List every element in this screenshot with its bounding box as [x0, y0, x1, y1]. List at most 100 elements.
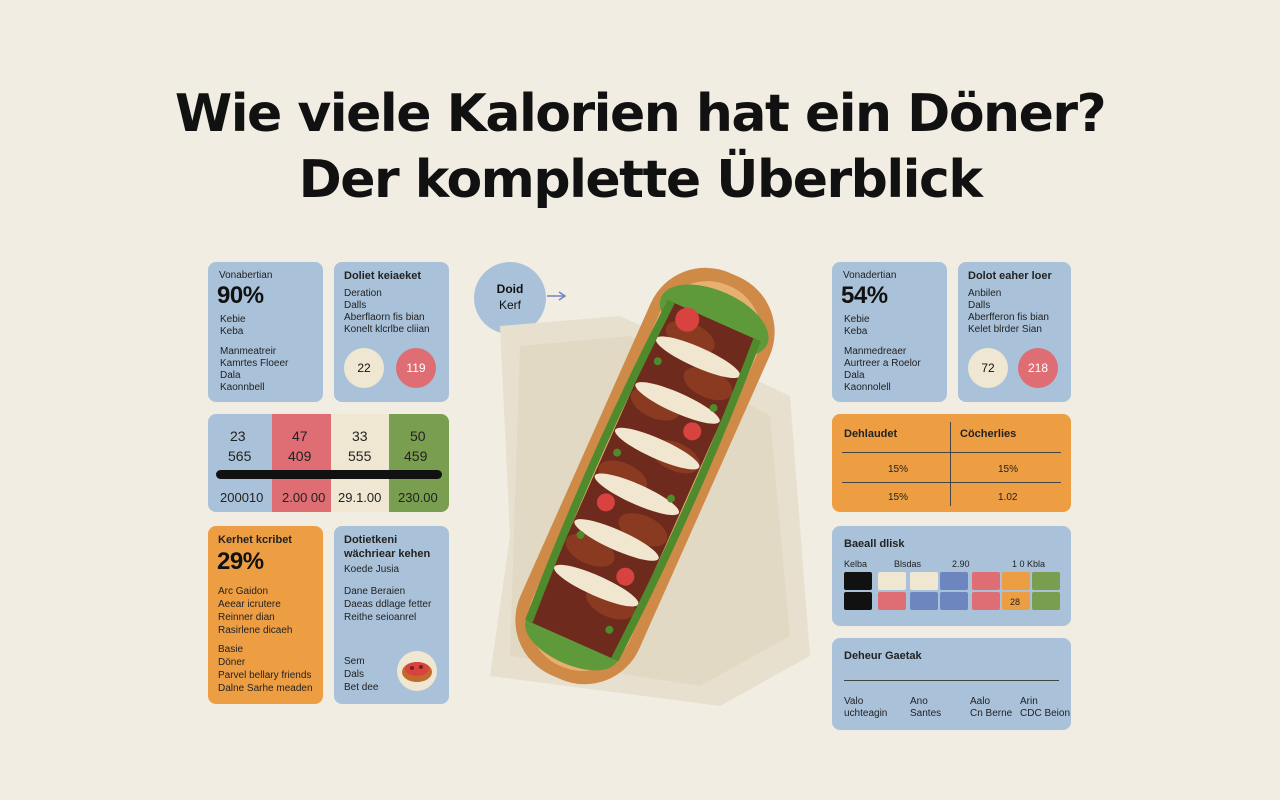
card-heading: Baeall dlisk — [844, 538, 905, 550]
food-bowl-icon — [397, 651, 437, 691]
color-swatch — [910, 592, 938, 610]
page-title-line2: Der komplette Überblick — [298, 150, 983, 210]
color-swatch — [844, 572, 872, 590]
card-line: Aurtreer a Roelor — [844, 358, 921, 369]
summary-divider — [844, 680, 1059, 681]
table-divider — [950, 422, 951, 506]
color-swatch — [972, 572, 1000, 590]
left-info-card: Doliet keiaeket Deration Dalls Aberflaor… — [334, 262, 449, 402]
card-heading: Deheur Gaetak — [844, 650, 922, 662]
value-circle: 218 — [1018, 348, 1058, 388]
grid-bar — [216, 470, 442, 479]
color-swatch — [1032, 572, 1060, 590]
right-swatch-card: Baeall dlisk Kelba Blsdas 2.90 1 0 Kbla … — [832, 526, 1071, 626]
grid-value: 33 — [352, 428, 368, 444]
summary-cell: Aalo — [970, 696, 991, 707]
card-line: Rasirlene dicaeh — [218, 625, 293, 636]
card-line: Dane Beraien — [344, 586, 406, 597]
table-cell: 15% — [888, 464, 909, 475]
summary-cell: Santes — [910, 708, 942, 719]
table-divider — [842, 482, 1061, 483]
swatch-header: 2.90 — [952, 559, 970, 569]
color-swatch — [878, 572, 906, 590]
grid-value: 50 — [410, 428, 426, 444]
swatch-header: Kelba — [844, 559, 868, 569]
value-circle: 119 — [396, 348, 436, 388]
value-circle: 72 — [968, 348, 1008, 388]
card-line: Basie — [218, 644, 244, 655]
grid-value: 29.1.00 — [338, 490, 382, 505]
color-swatch — [910, 572, 938, 590]
card-line: Aberflaorn fis bian — [344, 312, 425, 323]
card-line: Keba — [220, 326, 244, 337]
card-line: Manmedreaer — [844, 346, 907, 357]
summary-cell: Cn Berne — [970, 708, 1013, 719]
table-cell: 15% — [998, 464, 1019, 475]
swatch-value: 28 — [1010, 597, 1021, 607]
grid-column — [389, 414, 449, 512]
table-header: Cöcherlies — [960, 428, 1017, 440]
card-line: Kaonnolell — [844, 382, 891, 393]
card-heading: Vonabertian — [219, 270, 273, 281]
table-cell: 1.02 — [998, 492, 1018, 503]
table-cell: 15% — [888, 492, 909, 503]
card-line: Kebie — [844, 314, 870, 325]
card-line: Anbilen — [968, 288, 1002, 299]
card-heading: Doliet keiaeket — [344, 270, 422, 282]
card-line: Kebie — [220, 314, 246, 325]
card-line: Dalls — [344, 300, 367, 311]
grid-value: 459 — [404, 448, 428, 464]
summary-cell: Valo — [844, 696, 864, 707]
color-swatch — [940, 592, 968, 610]
color-swatch — [940, 572, 968, 590]
arrow-right-icon — [547, 291, 567, 301]
color-swatch — [1002, 572, 1030, 590]
color-swatch — [972, 592, 1000, 610]
grid-value: 23 — [230, 428, 246, 444]
doner-kebab-illustration — [490, 267, 810, 706]
card-line: Dals — [344, 669, 365, 680]
grid-value: 200010 — [220, 490, 264, 505]
summary-cell: Ano — [910, 696, 928, 707]
percent-value: 90% — [217, 282, 264, 309]
color-swatch — [1002, 592, 1030, 610]
card-heading: Dotietkeni — [344, 534, 398, 546]
card-heading: Vonadertian — [843, 270, 897, 281]
color-swatch — [878, 592, 906, 610]
card-line: Arc Gaidon — [218, 586, 269, 597]
color-swatch — [1032, 592, 1060, 610]
card-line: Aeear icrutere — [218, 599, 281, 610]
card-line: Konelt klcrlbe cliian — [344, 324, 430, 335]
swatch-header: Blsdas — [894, 559, 922, 569]
card-line: Sem — [344, 656, 365, 667]
card-line: Reinner dian — [218, 612, 275, 623]
grid-value: 409 — [288, 448, 312, 464]
card-line: Bet dee — [344, 682, 379, 693]
card-line: Manmeatreir — [220, 346, 277, 357]
label-bubble: Doid Kerf — [474, 262, 546, 334]
grid-value: 565 — [228, 448, 252, 464]
card-line: Dalne Sarhe meaden — [218, 683, 313, 694]
card-line: Daeas ddlage fetter — [344, 599, 432, 610]
left-stats-card: Vonabertian 90% Kebie Keba Manmeatreir K… — [208, 262, 323, 402]
grid-column — [331, 414, 389, 512]
card-line: Deration — [344, 288, 382, 299]
color-swatch — [844, 592, 872, 610]
card-heading: Kerhet kcribet — [218, 534, 292, 546]
grid-value: 47 — [292, 428, 308, 444]
grid-value: 2.00 00 — [282, 490, 326, 505]
summary-cell: uchteagin — [844, 708, 888, 719]
card-line: Dalls — [968, 300, 991, 311]
card-line: Koede Jusia — [344, 564, 400, 575]
grid-value: 230.00 — [398, 490, 438, 505]
card-line: Aberfferon fis bian — [968, 312, 1049, 323]
right-stats-card: Vonadertian 54% Kebie Keba Manmedreaer A… — [832, 262, 947, 402]
card-line: Keba — [844, 326, 868, 337]
summary-cell: Arin — [1020, 696, 1038, 707]
card-line: Kamrtes Floeer — [220, 358, 289, 369]
percent-value: 29% — [217, 548, 264, 575]
value-circle: 22 — [344, 348, 384, 388]
left-blue-card: Dotietkeni wächriear kehen Koede Jusia D… — [334, 526, 449, 704]
summary-cell: CDC Beion — [1020, 708, 1071, 719]
card-line: Kaonnbell — [220, 382, 265, 393]
